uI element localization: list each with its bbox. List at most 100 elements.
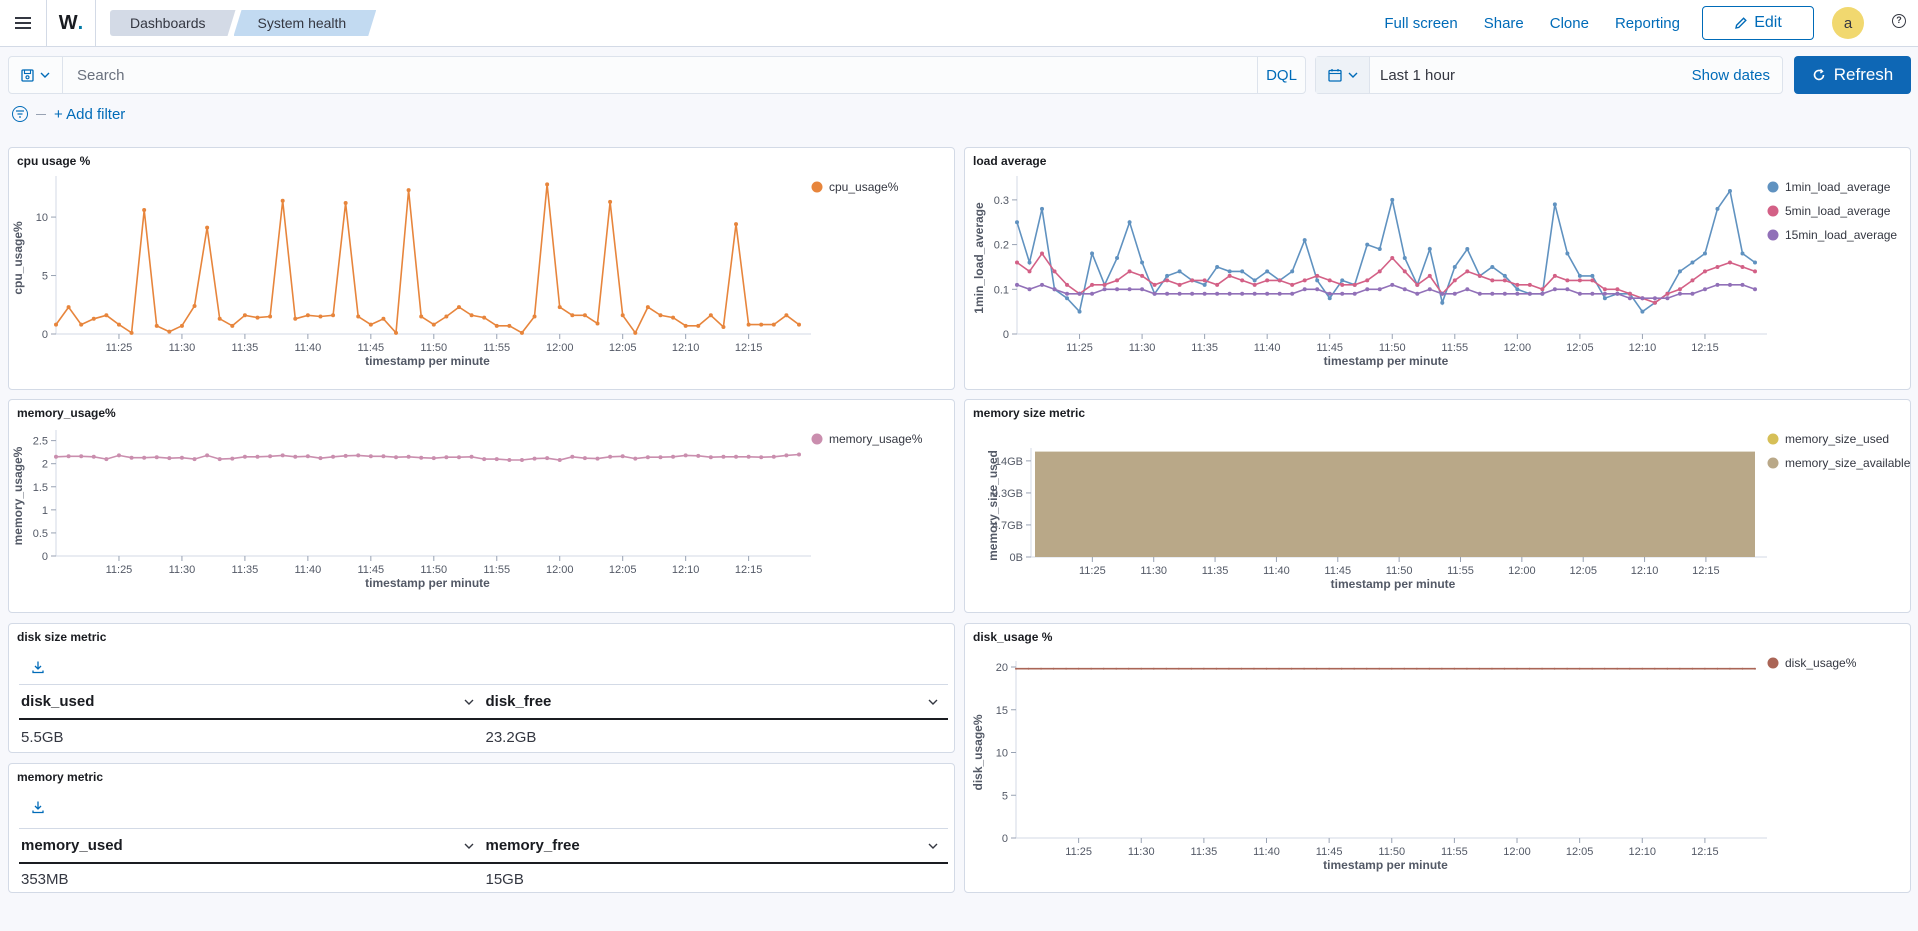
data-point[interactable] [368,322,373,327]
data-point[interactable] [1115,278,1120,283]
data-point[interactable] [230,323,235,328]
data-point[interactable] [1403,667,1406,670]
data-point[interactable] [1340,291,1345,296]
data-point[interactable] [1677,287,1682,292]
data-point[interactable] [1077,291,1082,296]
data-point[interactable] [1265,269,1270,274]
data-point[interactable] [1052,269,1057,274]
legend-swatch[interactable] [1767,229,1779,241]
chevron-down-icon[interactable] [928,697,938,707]
data-point[interactable] [394,455,399,460]
legend-label[interactable]: memory_size_available [1785,456,1911,470]
legend-label[interactable]: memory_usage% [829,432,923,446]
data-point[interactable] [1702,287,1707,292]
data-point[interactable] [1402,256,1407,260]
data-point[interactable] [456,455,461,460]
data-point[interactable] [318,314,323,319]
data-point[interactable] [1565,287,1570,292]
data-point[interactable] [1303,667,1306,670]
data-point[interactable] [1065,296,1070,301]
data-point[interactable] [1140,287,1145,292]
data-point[interactable] [1577,278,1582,283]
data-point[interactable] [1265,291,1270,296]
data-point[interactable] [1040,251,1045,256]
data-point[interactable] [1015,282,1019,287]
data-point[interactable] [1528,667,1531,670]
legend-label[interactable]: cpu_usage% [829,180,899,194]
data-point[interactable] [1665,291,1670,296]
data-point[interactable] [1377,287,1382,292]
data-point[interactable] [1740,282,1745,287]
data-point[interactable] [507,323,512,328]
data-point[interactable] [1240,291,1245,296]
data-point[interactable] [1753,260,1757,265]
data-point[interactable] [696,323,701,328]
data-point[interactable] [1252,278,1257,283]
search-input[interactable] [63,57,1257,93]
data-point[interactable] [1340,278,1345,283]
data-point[interactable] [658,313,663,318]
data-point[interactable] [1427,247,1432,252]
data-point[interactable] [721,324,726,329]
data-point[interactable] [1090,667,1093,670]
legend-swatch[interactable] [1767,457,1779,469]
data-point[interactable] [759,455,764,460]
data-point[interactable] [1127,269,1132,274]
data-point[interactable] [1302,287,1307,292]
data-point[interactable] [1602,287,1607,292]
data-point[interactable] [1177,667,1180,670]
data-point[interactable] [771,322,776,327]
data-point[interactable] [1390,282,1395,287]
data-point[interactable] [797,452,801,457]
data-point[interactable] [1202,282,1207,287]
data-point[interactable] [1027,667,1030,670]
data-point[interactable] [797,322,801,327]
data-point[interactable] [1452,264,1457,269]
data-point[interactable] [734,454,739,459]
data-point[interactable] [1252,667,1255,670]
data-point[interactable] [318,456,323,461]
data-point[interactable] [1352,291,1357,296]
data-point[interactable] [1365,242,1370,247]
data-point[interactable] [419,314,424,319]
data-point[interactable] [1627,296,1632,301]
data-point[interactable] [179,455,184,460]
data-point[interactable] [708,455,713,460]
data-point[interactable] [1590,291,1595,296]
data-point[interactable] [1628,667,1631,670]
data-point[interactable] [1715,264,1720,269]
data-point[interactable] [1753,287,1757,292]
data-point[interactable] [1227,273,1232,278]
data-point[interactable] [1290,269,1295,274]
data-point[interactable] [1290,291,1295,296]
download-icon[interactable] [31,800,45,814]
data-point[interactable] [368,454,373,459]
data-point[interactable] [1602,291,1607,296]
data-point[interactable] [242,454,247,459]
data-point[interactable] [469,313,474,318]
data-point[interactable] [645,305,650,310]
data-point[interactable] [1502,291,1507,296]
data-point[interactable] [179,323,184,328]
data-point[interactable] [1452,278,1457,283]
edit-button[interactable]: Edit [1702,6,1814,40]
data-point[interactable] [1352,282,1357,287]
data-point[interactable] [507,458,512,462]
data-point[interactable] [1102,287,1107,292]
data-point[interactable] [532,314,537,319]
filter-options-icon[interactable] [12,106,28,122]
data-point[interactable] [1115,256,1120,260]
data-point[interactable] [1665,296,1670,301]
data-point[interactable] [406,188,411,193]
data-point[interactable] [1440,300,1445,305]
data-point[interactable] [1052,287,1057,292]
data-point[interactable] [104,313,109,318]
data-point[interactable] [1490,291,1495,296]
breadcrumb-dashboards[interactable]: Dashboards [110,10,236,36]
data-point[interactable] [1503,667,1506,670]
data-point[interactable] [608,199,613,204]
data-point[interactable] [1415,291,1420,296]
legend-label[interactable]: 5min_load_average [1785,204,1891,218]
data-point[interactable] [1678,667,1681,670]
data-point[interactable] [1328,667,1331,670]
